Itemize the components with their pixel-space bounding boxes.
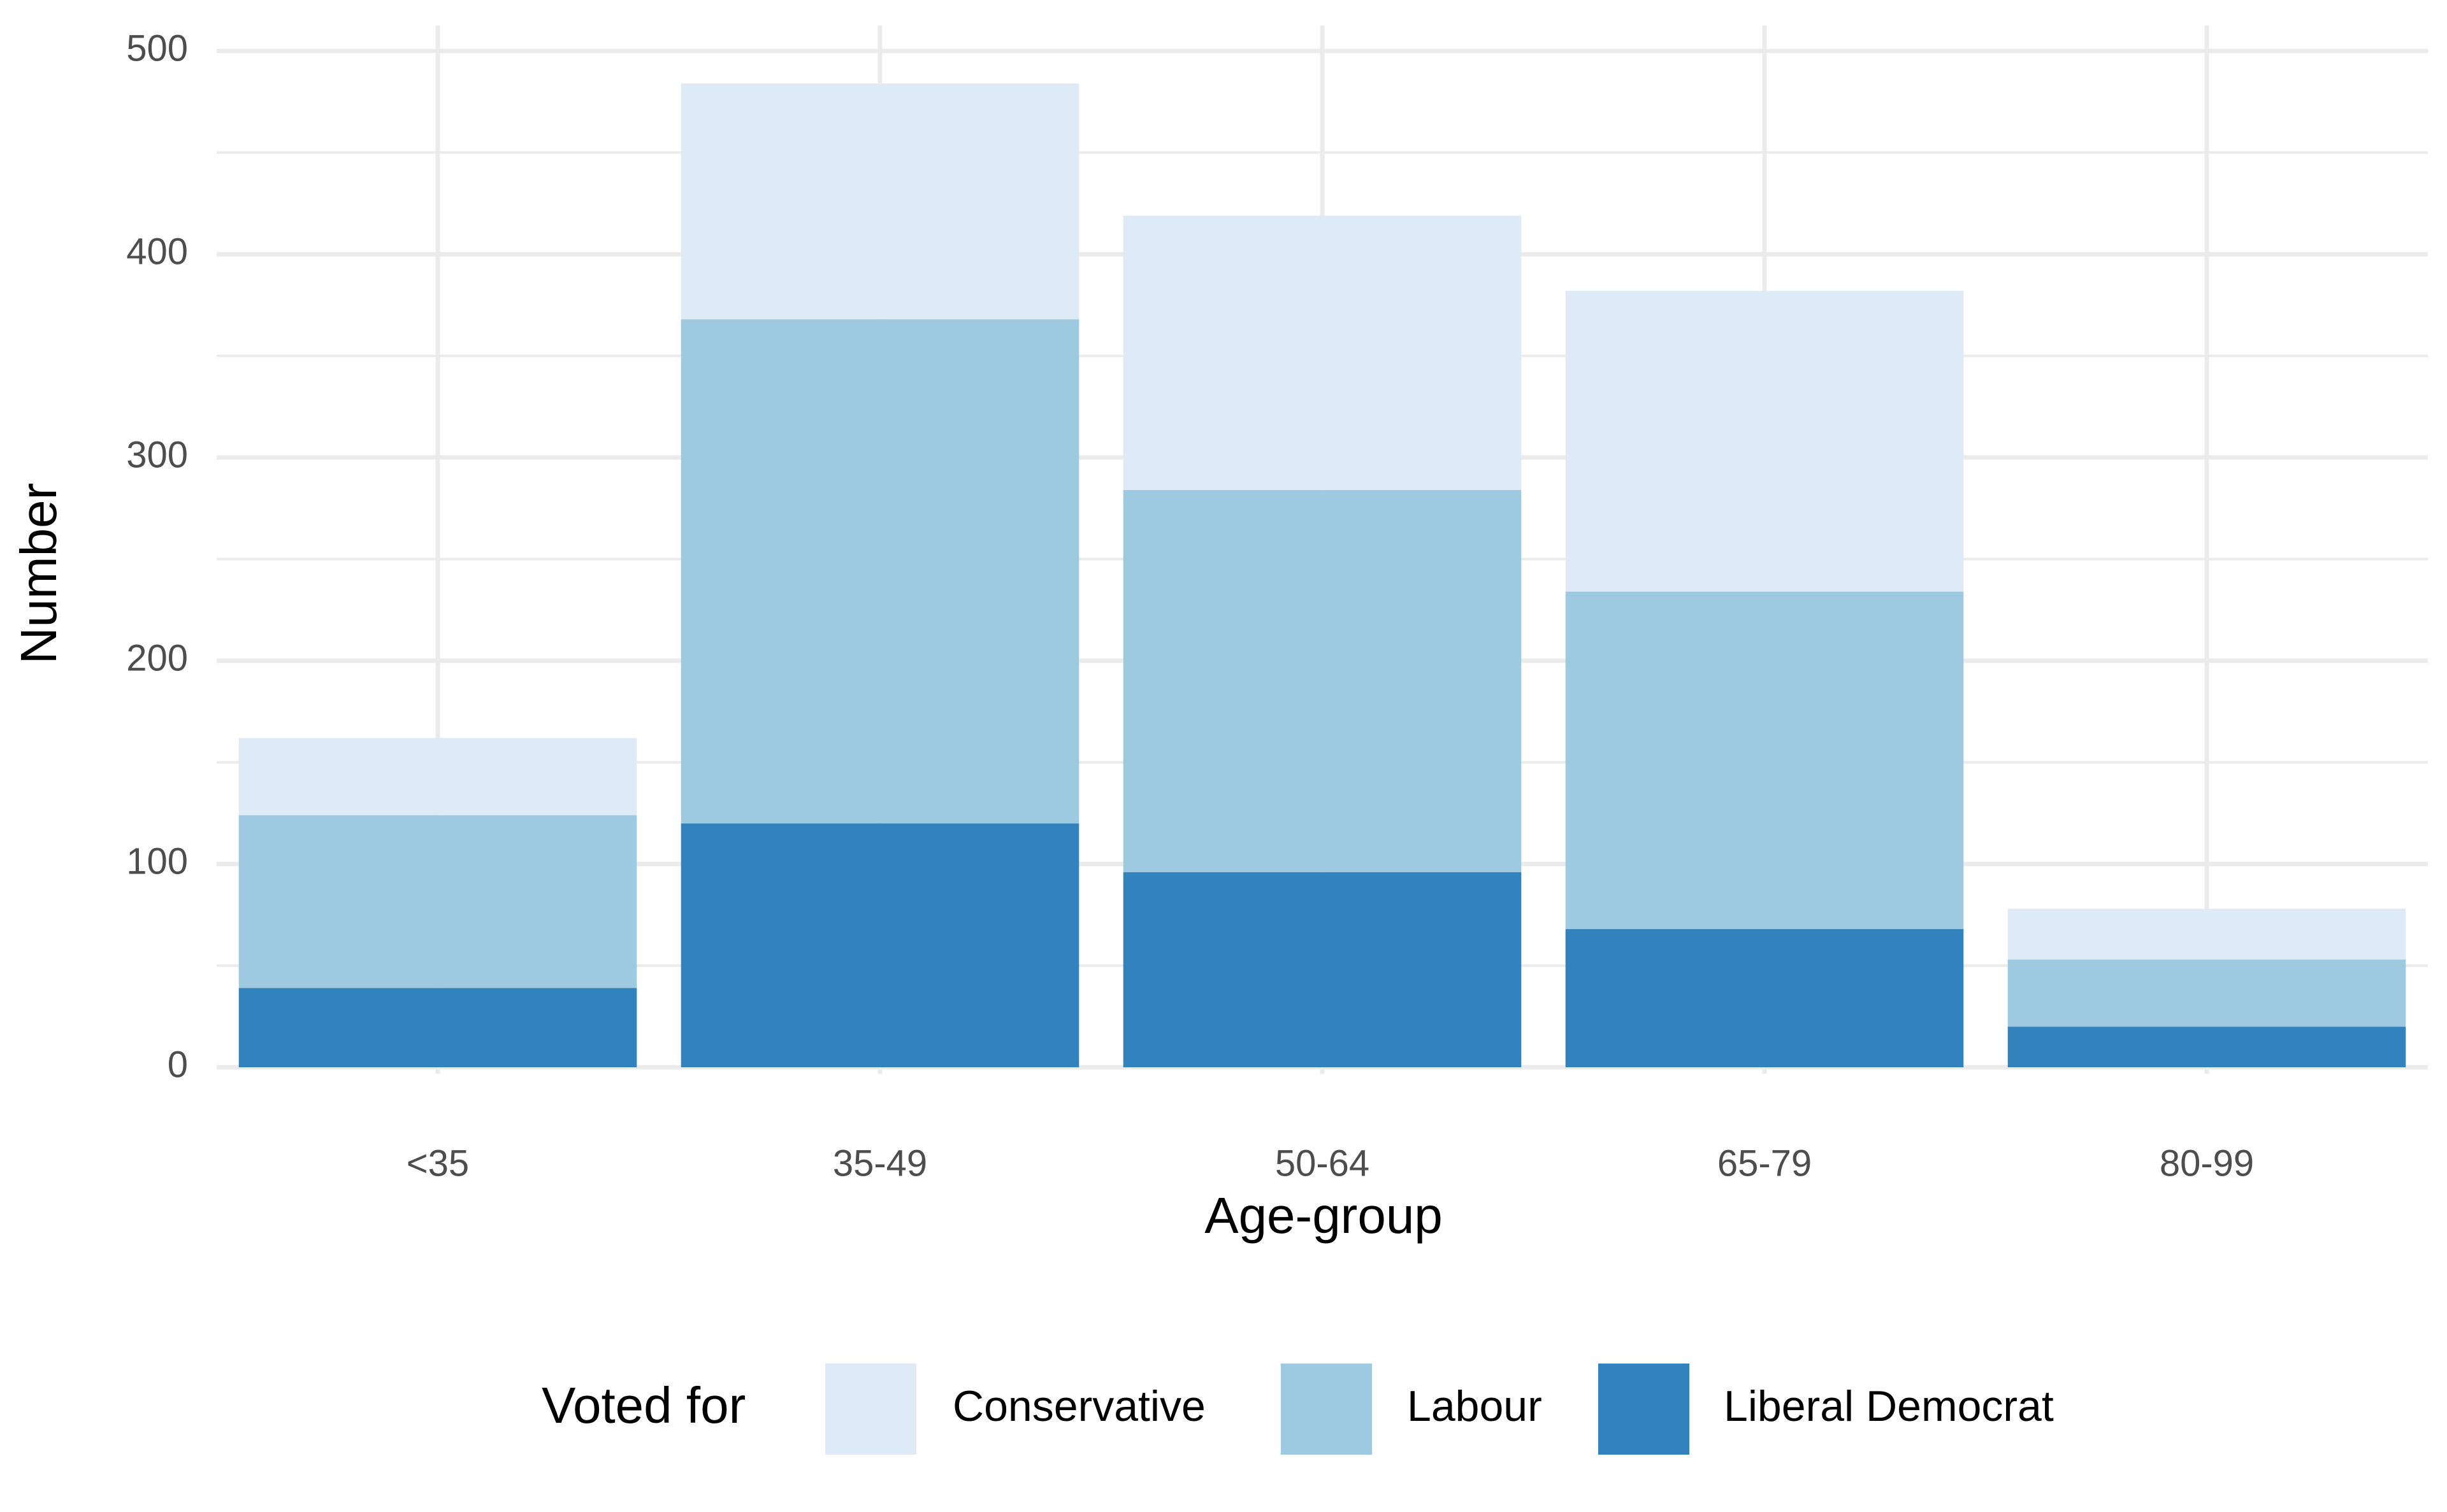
bar-segment-conservative — [681, 83, 1079, 320]
x-tick-label: 35-49 — [833, 1142, 927, 1184]
x-tick-label: 50-64 — [1275, 1142, 1369, 1184]
y-axis-ticks: 0 100 200 300 400 500 — [126, 27, 188, 1085]
legend-label: Labour — [1407, 1382, 1542, 1430]
y-tick-label: 100 — [126, 840, 188, 882]
bar-segment-labour — [1123, 490, 1522, 872]
y-tick-label: 400 — [126, 231, 188, 272]
legend-key — [825, 1364, 916, 1455]
y-axis-title: Number — [10, 483, 67, 665]
legend-label: Liberal Democrat — [1724, 1382, 2054, 1430]
legend-title: Voted for — [542, 1377, 746, 1434]
bars — [238, 83, 2406, 1067]
y-tick-label: 500 — [126, 27, 188, 69]
bar-segment-conservative — [1565, 291, 1964, 592]
bar-segment-liberal-democrat — [1123, 872, 1522, 1067]
x-tick-label: 80-99 — [2160, 1142, 2254, 1184]
bar-segment-labour — [238, 815, 637, 988]
y-tick-label: 300 — [126, 434, 188, 475]
legend-label: Conservative — [953, 1382, 1206, 1430]
bar-segment-liberal-democrat — [1565, 929, 1964, 1067]
bar-segment-labour — [1565, 591, 1964, 930]
bar-segment-conservative — [1123, 215, 1522, 491]
y-tick-label: 0 — [168, 1044, 188, 1085]
x-axis-ticks: <35 35-49 50-64 65-79 80-99 — [407, 1142, 2254, 1184]
x-tick-label: 65-79 — [1717, 1142, 1812, 1184]
x-tick-label: <35 — [407, 1142, 469, 1184]
bar-segment-labour — [2007, 959, 2406, 1027]
bar-segment-conservative — [238, 738, 637, 816]
y-tick-label: 200 — [126, 637, 188, 679]
legend-key — [1598, 1364, 1689, 1455]
x-axis-title: Age-group — [1204, 1187, 1443, 1244]
bar-segment-liberal-democrat — [681, 823, 1079, 1067]
legend-key — [1281, 1364, 1372, 1455]
bar-segment-liberal-democrat — [2007, 1026, 2406, 1067]
bar-segment-labour — [681, 319, 1079, 824]
bar-segment-conservative — [2007, 909, 2406, 960]
bar-segment-liberal-democrat — [238, 988, 637, 1067]
legend: Voted for Conservative Labour Liberal Demo… — [542, 1364, 2054, 1455]
